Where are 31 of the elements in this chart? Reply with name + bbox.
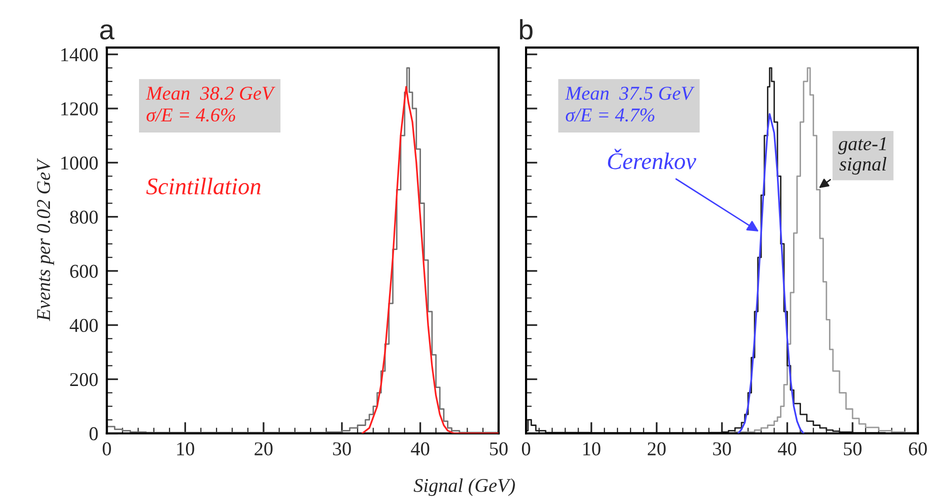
x-tick-label: 30 bbox=[713, 442, 731, 456]
x-tick-label: 0 bbox=[522, 442, 530, 456]
y-axis-title: Events per 0.02 GeV bbox=[36, 158, 54, 322]
x-tick-label: 40 bbox=[778, 442, 796, 456]
x-tick-label: 30 bbox=[333, 442, 351, 456]
x-tick-label: 50 bbox=[844, 442, 862, 456]
chart-title: b bbox=[520, 19, 533, 40]
x-axis-title: Signal (GeV) bbox=[414, 478, 515, 496]
y-tick-label: 800 bbox=[70, 210, 98, 224]
text: Čerenkov bbox=[608, 148, 696, 170]
x-tick-label: 60 bbox=[908, 442, 927, 456]
y-tick-label: 200 bbox=[70, 373, 98, 386]
annotation: Mean 38.2 GeV σ/E = 4.6% bbox=[146, 86, 276, 122]
series-label: gate-1 signal bbox=[838, 137, 886, 175]
annotation: Mean 37.5 GeV σ/E = 4.7% bbox=[565, 86, 695, 122]
x-tick-label: 20 bbox=[254, 442, 273, 456]
y-tick-label: 1000 bbox=[61, 156, 98, 170]
x-tick-label: 20 bbox=[648, 442, 666, 456]
y-tick-label: 600 bbox=[70, 264, 98, 278]
x-tick-label: 0 bbox=[102, 442, 111, 456]
x-tick-label: 40 bbox=[410, 442, 430, 456]
text: Scintillation bbox=[146, 178, 260, 194]
x-tick-label: 10 bbox=[583, 442, 600, 456]
x-tick-label: 50 bbox=[490, 442, 508, 456]
x-tick-label: 10 bbox=[177, 442, 194, 456]
y-tick-label: 0 bbox=[90, 427, 98, 440]
y-tick-label: 1200 bbox=[61, 102, 98, 116]
line-series bbox=[361, 86, 499, 434]
y-tick-label: 400 bbox=[70, 318, 98, 332]
y-tick-label: 1400 bbox=[61, 48, 98, 62]
chart-title: a bbox=[100, 24, 114, 40]
